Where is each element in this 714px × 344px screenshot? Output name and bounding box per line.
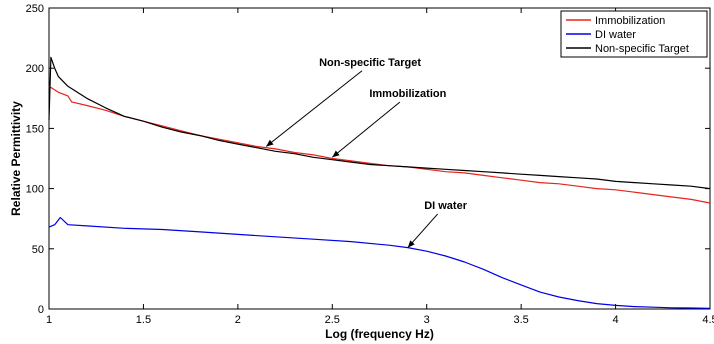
y-tick-label: 150 <box>26 123 44 135</box>
annotation-layer: Non-specific Target Immobilization DI wate… <box>265 57 468 248</box>
plot-area <box>48 7 711 310</box>
x-tick-label: 3.5 <box>513 314 528 326</box>
x-axis: 1 1.5 2 2.5 3 3.5 4 4.5 <box>46 8 714 326</box>
legend-label: Non-specific Target <box>595 43 689 55</box>
x-axis-label: Log (frequency Hz) <box>325 327 434 341</box>
legend: Immobilization DI water Non-specific Targe… <box>560 10 708 58</box>
legend-label: Immobilization <box>595 15 665 27</box>
x-tick-label: 1.5 <box>136 314 151 326</box>
annotation-label: Non-specific Target <box>319 57 421 69</box>
x-tick-label: 2.5 <box>325 314 340 326</box>
x-tick-label: 1 <box>46 314 52 326</box>
annotation-arrow <box>331 101 401 158</box>
x-tick-label: 4 <box>613 314 619 326</box>
y-tick-label: 0 <box>38 304 44 316</box>
y-tick-label: 50 <box>32 244 44 256</box>
y-tick-label: 250 <box>26 3 44 15</box>
x-tick-label: 3 <box>424 314 430 326</box>
x-tick-label: 2 <box>235 314 241 326</box>
series-line-1 <box>48 216 711 309</box>
annotation-label: DI water <box>424 200 468 212</box>
annotation-arrowhead <box>332 150 340 158</box>
annotation-arrowhead <box>266 139 274 147</box>
y-tick-label: 100 <box>26 184 44 196</box>
annotation-arrow <box>407 213 438 248</box>
legend-label: DI water <box>595 29 636 41</box>
y-axis-label: Relative Permittivity <box>9 101 23 216</box>
annotation-arrowhead <box>407 240 415 248</box>
y-tick-label: 200 <box>26 63 44 75</box>
x-tick-label: 4.5 <box>702 314 714 326</box>
annotation-label: Immobilization <box>369 88 446 100</box>
series-line-2 <box>48 56 711 190</box>
annotation-arrow <box>265 70 363 147</box>
series-layer <box>48 56 711 309</box>
